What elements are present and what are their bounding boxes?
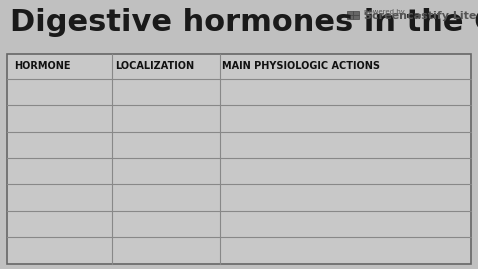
Text: HORMONE: HORMONE: [14, 61, 71, 71]
Bar: [353, 15, 359, 19]
Bar: [353, 11, 359, 15]
Bar: [347, 11, 353, 15]
Bar: [7, 54, 471, 264]
Text: MAIN PHYSIOLOGIC ACTIONS: MAIN PHYSIOLOGIC ACTIONS: [222, 61, 380, 71]
Text: LOCALIZATION: LOCALIZATION: [115, 61, 194, 71]
Bar: [7, 54, 471, 264]
Text: Digestive hormones in the GI tract: Digestive hormones in the GI tract: [10, 8, 478, 37]
Bar: [347, 15, 353, 19]
Text: Screencastify Lite: Screencastify Lite: [364, 11, 476, 21]
Text: powered by: powered by: [364, 9, 404, 15]
